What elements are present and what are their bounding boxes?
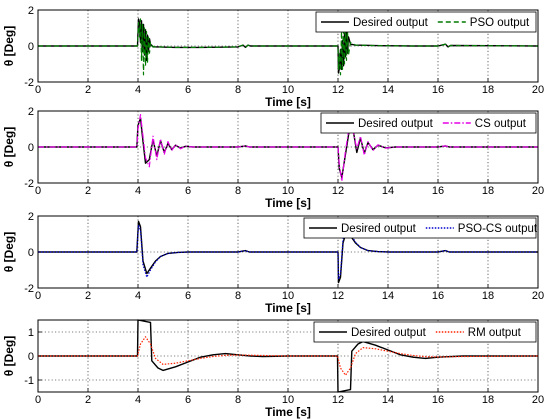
x-tick-label: 6 <box>185 394 191 406</box>
x-axis-label: Time [s] <box>265 301 311 315</box>
x-axis-label: Time [s] <box>265 95 311 109</box>
x-tick-label: 8 <box>235 84 241 96</box>
x-tick-label: 16 <box>432 185 444 197</box>
y-tick-label: 2 <box>28 106 34 118</box>
x-tick-label: 20 <box>532 394 544 406</box>
x-tick-label: 20 <box>532 185 544 197</box>
x-tick-label: 16 <box>432 84 444 96</box>
x-tick-label: 4 <box>135 394 141 406</box>
x-tick-label: 6 <box>185 185 191 197</box>
y-tick-label: 0 <box>28 247 34 259</box>
x-tick-label: 14 <box>382 185 394 197</box>
y-axis-label: θ [Deg] <box>2 336 16 376</box>
x-tick-label: 2 <box>85 394 91 406</box>
x-tick-label: 8 <box>235 394 241 406</box>
x-tick-label: 10 <box>282 185 294 197</box>
x-tick-label: 12 <box>332 290 344 302</box>
x-tick-label: 16 <box>432 290 444 302</box>
x-tick-label: 14 <box>382 290 394 302</box>
x-tick-label: 6 <box>185 84 191 96</box>
legend-label: RM output <box>468 327 522 339</box>
x-tick-label: 0 <box>35 84 41 96</box>
y-tick-label: -2 <box>24 77 34 89</box>
legend-label: Desired output <box>353 17 429 29</box>
series-line-2 <box>38 224 538 280</box>
y-tick-label: -2 <box>24 178 34 190</box>
y-tick-label: 0 <box>28 351 34 363</box>
x-tick-label: 12 <box>332 394 344 406</box>
x-tick-label: 12 <box>332 185 344 197</box>
x-tick-label: 20 <box>532 290 544 302</box>
x-tick-label: 14 <box>382 84 394 96</box>
y-axis-label: θ [Deg] <box>2 127 16 167</box>
x-tick-label: 0 <box>35 290 41 302</box>
x-tick-label: 8 <box>235 290 241 302</box>
x-tick-label: 12 <box>332 84 344 96</box>
legend-label: PSO-CS output <box>458 223 538 235</box>
x-axis-label: Time [s] <box>265 405 311 419</box>
x-tick-label: 8 <box>235 185 241 197</box>
legend-label: Desired output <box>341 223 417 235</box>
x-tick-label: 6 <box>185 290 191 302</box>
legend-label: PSO output <box>470 17 530 29</box>
y-axis-label: θ [Deg] <box>2 26 16 66</box>
x-tick-label: 0 <box>35 185 41 197</box>
y-tick-label: 2 <box>28 5 34 17</box>
y-tick-label: 0 <box>28 41 34 53</box>
x-tick-label: 18 <box>482 394 494 406</box>
legend: Desired output PSO-CS output <box>303 217 538 239</box>
legend: Desired output PSO output <box>315 11 537 33</box>
x-tick-label: 14 <box>382 394 394 406</box>
x-tick-label: 4 <box>135 185 141 197</box>
axes-box <box>37 9 539 83</box>
x-tick-label: 10 <box>282 290 294 302</box>
x-tick-label: 10 <box>282 84 294 96</box>
legend-box <box>315 11 537 33</box>
legend-label: Desired output <box>358 118 434 130</box>
legend-box <box>303 217 537 239</box>
x-tick-label: 2 <box>85 290 91 302</box>
x-tick-label: 18 <box>482 185 494 197</box>
legend-box <box>320 112 537 134</box>
x-tick-label: 16 <box>432 394 444 406</box>
y-axis-label: θ [Deg] <box>2 232 16 272</box>
x-tick-label: 2 <box>85 185 91 197</box>
axes-box <box>37 319 539 393</box>
y-tick-label: -1 <box>24 375 34 387</box>
x-tick-label: 18 <box>482 290 494 302</box>
x-tick-label: 2 <box>85 84 91 96</box>
x-tick-label: 18 <box>482 84 494 96</box>
x-tick-label: 10 <box>282 394 294 406</box>
subplot-4: 0 2 4 6 8 10 12 14 16 18 20-101 Desired output RM ou… <box>2 319 544 419</box>
x-tick-label: 20 <box>532 84 544 96</box>
legend-label: Desired output <box>351 327 427 339</box>
legend-box <box>313 321 537 343</box>
series-line-2 <box>38 113 538 182</box>
series-line-2 <box>38 18 539 76</box>
axes-box <box>37 215 539 289</box>
x-axis-label: Time [s] <box>265 196 311 210</box>
legend: Desired output RM output <box>313 321 537 343</box>
x-tick-label: 4 <box>135 290 141 302</box>
series-line-2 <box>38 336 539 376</box>
y-tick-label: 1 <box>28 327 34 339</box>
y-tick-label: 0 <box>28 142 34 154</box>
legend-label: CS output <box>475 118 527 130</box>
x-tick-label: 4 <box>135 84 141 96</box>
axes-box <box>37 110 539 184</box>
legend: Desired output CS output <box>320 112 537 134</box>
x-tick-label: 0 <box>35 394 41 406</box>
y-tick-label: 2 <box>28 211 34 223</box>
y-tick-label: -2 <box>24 283 34 295</box>
